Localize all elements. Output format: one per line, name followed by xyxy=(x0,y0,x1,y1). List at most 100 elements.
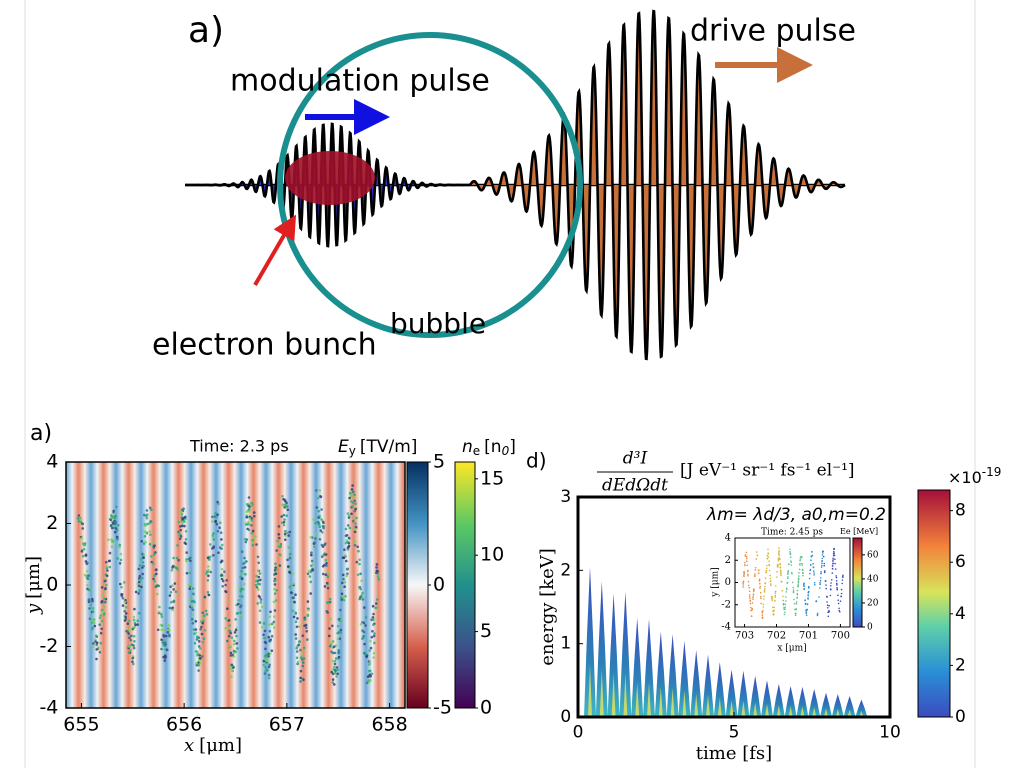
particle xyxy=(296,660,300,664)
text-part: ×10 xyxy=(948,468,982,487)
particle xyxy=(337,655,341,659)
particle xyxy=(139,558,143,561)
particle xyxy=(212,546,215,549)
y-tick-label: 4 xyxy=(725,533,731,544)
particle xyxy=(353,528,356,531)
colorbar-tick-label: -5 xyxy=(433,697,452,719)
particle xyxy=(258,609,262,612)
particle xyxy=(277,545,281,548)
particle xyxy=(308,575,312,578)
inset-particle xyxy=(759,582,761,585)
inset-particle xyxy=(822,550,824,553)
particle xyxy=(279,554,282,558)
particle xyxy=(363,606,366,609)
inset-particle xyxy=(784,603,787,606)
particle xyxy=(123,609,127,613)
particle xyxy=(129,649,132,652)
particle xyxy=(277,525,281,528)
particle xyxy=(162,628,165,632)
particle xyxy=(274,578,277,582)
particle xyxy=(339,628,343,632)
particle xyxy=(233,639,236,643)
colorbar-tick-label: 40 xyxy=(867,574,879,584)
inset-particle xyxy=(759,591,762,594)
particle xyxy=(301,664,305,668)
inset-particle xyxy=(748,590,751,593)
inset-particle xyxy=(827,607,829,609)
particle xyxy=(194,631,198,635)
inset-particle xyxy=(799,564,801,566)
particle xyxy=(113,530,117,534)
particle xyxy=(274,572,278,575)
particle xyxy=(237,599,241,602)
y-tick-label: 0 xyxy=(725,577,731,588)
particle xyxy=(251,503,254,507)
particle xyxy=(80,550,84,553)
particle xyxy=(177,520,180,524)
particle xyxy=(339,586,342,589)
inset-particle xyxy=(829,594,832,597)
particle xyxy=(174,566,178,569)
particle xyxy=(239,604,243,607)
particle xyxy=(115,538,119,541)
particle xyxy=(133,607,136,611)
particle xyxy=(95,643,98,647)
particle xyxy=(171,584,174,587)
particle xyxy=(240,550,244,553)
particle xyxy=(318,538,322,541)
particle xyxy=(102,589,105,593)
particle xyxy=(375,563,379,566)
field-map xyxy=(66,462,405,708)
particle xyxy=(354,522,357,525)
particle xyxy=(236,611,240,615)
particle xyxy=(273,609,277,612)
particle xyxy=(100,586,104,589)
inset-particle xyxy=(769,580,772,582)
y-axis-label: y [μm] xyxy=(23,556,44,615)
particle xyxy=(220,538,223,541)
particle xyxy=(368,669,372,673)
inset-particle xyxy=(810,555,813,558)
particle xyxy=(141,566,144,569)
particle xyxy=(315,506,319,509)
particle xyxy=(152,553,156,556)
inset-particle xyxy=(779,569,782,572)
spectrum-peak xyxy=(713,662,726,717)
particle xyxy=(256,569,260,572)
text-part: e xyxy=(473,444,480,458)
inset-particle xyxy=(840,592,843,595)
particle xyxy=(115,535,119,539)
particle xyxy=(199,647,202,650)
inset-particle xyxy=(786,588,788,591)
particle xyxy=(255,543,258,546)
formula-denominator: dEdΩdt xyxy=(602,476,668,496)
particle xyxy=(354,525,358,529)
particle xyxy=(320,555,324,559)
particle xyxy=(341,556,345,559)
particle xyxy=(132,626,135,630)
particle xyxy=(228,624,231,627)
particle xyxy=(301,634,305,637)
particle xyxy=(287,534,291,537)
inset-particle xyxy=(821,562,823,564)
inset-particle xyxy=(769,577,772,580)
particle xyxy=(167,624,171,627)
particle xyxy=(191,613,194,616)
particle xyxy=(156,628,160,632)
inset-particle xyxy=(752,596,754,599)
particle xyxy=(124,615,127,619)
inset-particle xyxy=(828,604,830,607)
particle xyxy=(347,514,351,518)
particle xyxy=(191,608,195,612)
particle xyxy=(255,586,259,589)
colorbar-tick-label: 4 xyxy=(955,604,966,624)
particle xyxy=(318,489,322,492)
particle xyxy=(294,611,297,614)
particle xyxy=(224,583,227,587)
particle xyxy=(232,655,236,658)
inset-particle xyxy=(778,557,781,560)
colorbar-tick-label: 15 xyxy=(480,467,504,489)
particle xyxy=(339,596,343,600)
inset-particle xyxy=(833,550,835,553)
particle xyxy=(360,594,363,597)
